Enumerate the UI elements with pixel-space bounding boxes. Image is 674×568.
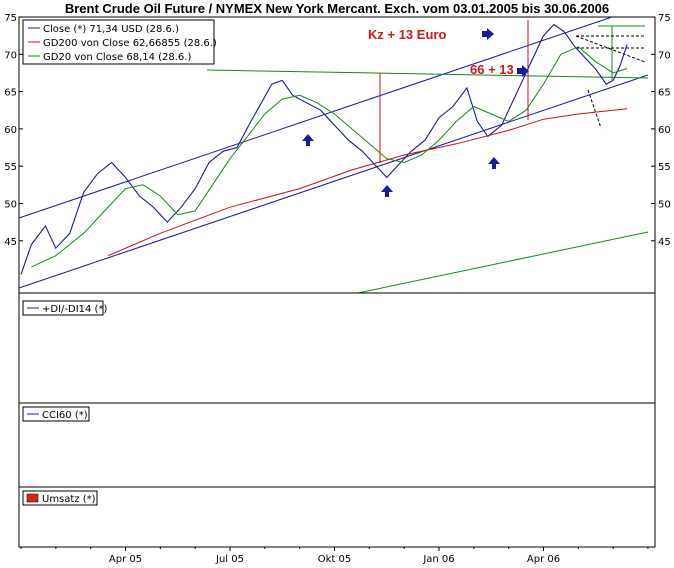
- close-price-line: [20, 23, 628, 275]
- di-legend-box: [22, 300, 104, 316]
- long-term-support-line: [357, 231, 649, 294]
- series-layer: [20, 23, 628, 275]
- y-tick-label-right: 65: [658, 88, 671, 99]
- y-tick-label-left: 75: [4, 13, 17, 24]
- dotted-line-3: [575, 35, 646, 63]
- dotted-line-4: [587, 89, 602, 129]
- horizontal-resistance-line: [206, 69, 649, 79]
- x-tick-label: Apr 05: [109, 554, 142, 565]
- right-arrow-icon: [517, 65, 529, 77]
- y-tick-label-left: 65: [4, 88, 17, 99]
- cci-panel: [18, 402, 656, 488]
- cci-legend-box: [22, 406, 90, 422]
- y-tick-label-right: 60: [658, 125, 671, 136]
- annotation-kz: Kz + 13 Euro: [368, 27, 446, 42]
- legend: Close (*) 71,34 USD (28.6.) GD200 von Cl…: [22, 19, 217, 65]
- y-tick-label-right: 50: [658, 199, 671, 210]
- y-tick-label-right: 70: [658, 50, 671, 61]
- gd20-line: [31, 46, 628, 268]
- chart-title: Brent Crude Oil Future / NYMEX New York …: [65, 1, 609, 16]
- up-arrow-icon: [302, 134, 314, 146]
- upper-trend-line: [18, 16, 613, 219]
- y-tick-label-right: 55: [658, 162, 671, 173]
- cci-legend-label: CCI60 (*): [42, 410, 88, 421]
- volume-legend-swatch: [26, 493, 39, 503]
- x-tick-label: Apr 06: [527, 554, 560, 565]
- x-tick-label: Jan 06: [422, 554, 454, 565]
- gd200-line: [107, 108, 628, 257]
- annotation-66: 66 + 13: [470, 62, 514, 77]
- lower-trend-line: [18, 74, 649, 289]
- arrow-markers: [302, 28, 529, 197]
- y-tick-label-left: 60: [4, 125, 17, 136]
- x-tick-label: Jul 05: [215, 554, 244, 565]
- volume-legend-box: [22, 490, 98, 506]
- legend-gd20: GD20 von Close 68,14 (28.6.): [43, 52, 191, 63]
- legend-gd200: GD200 von Close 62,66855 (28.6.): [43, 38, 217, 49]
- volume-panel: [18, 486, 656, 548]
- x-axis: Apr 05 Jul 05 Okt 05 Jan 06 Apr 06: [20, 547, 649, 565]
- trend-lines: [18, 16, 649, 294]
- y-tick-label-left: 55: [4, 162, 17, 173]
- up-arrow-icon: [381, 185, 393, 197]
- di-panel: [18, 292, 656, 404]
- legend-box: [22, 19, 215, 65]
- legend-close: Close (*) 71,34 USD (28.6.): [43, 24, 179, 35]
- y-axis-right: 75 70 65 60 55 50 45: [651, 13, 671, 248]
- right-arrow-icon: [482, 28, 494, 40]
- y-tick-label-left: 50: [4, 199, 17, 210]
- volume-legend-label: Umsatz (*): [42, 494, 96, 505]
- di-legend-label: +DI/-DI14 (*): [42, 304, 107, 315]
- y-axis-left: 75 70 65 60 55 50 45: [4, 13, 23, 248]
- y-tick-label-right: 75: [658, 13, 671, 24]
- up-arrow-icon: [488, 157, 500, 169]
- y-tick-label-left: 70: [4, 50, 17, 61]
- y-tick-label-left: 45: [4, 237, 17, 248]
- x-tick-label: Okt 05: [318, 554, 352, 565]
- y-tick-label-right: 45: [658, 237, 671, 248]
